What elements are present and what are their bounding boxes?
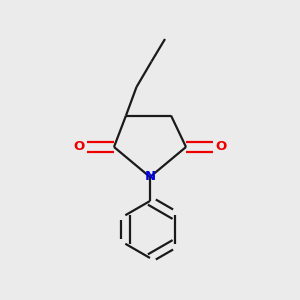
Text: O: O [74, 140, 85, 154]
Text: O: O [215, 140, 226, 154]
Text: N: N [144, 170, 156, 184]
